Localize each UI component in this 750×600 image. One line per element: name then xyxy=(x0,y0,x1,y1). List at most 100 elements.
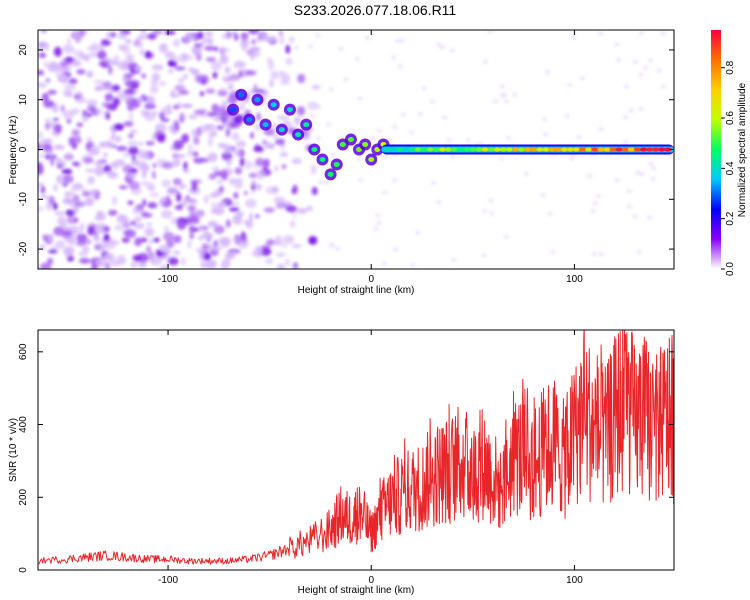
spectrogram-noise-cell xyxy=(187,55,194,60)
spectrogram-noise-cell xyxy=(317,180,323,185)
colorbar-label: Normalized spectral amplitude xyxy=(737,82,748,217)
spectrogram-noise-cell xyxy=(123,121,134,127)
spectrogram-noise-cell xyxy=(544,70,550,74)
spectrogram-noise-cell xyxy=(38,52,47,59)
spectrogram-noise-cell xyxy=(38,82,47,89)
spectrogram-noise-cell xyxy=(393,247,399,252)
spectrogram-noise-cell xyxy=(212,166,220,172)
spectrogram-carrier-cell xyxy=(609,147,617,152)
spectrogram-noise-cell xyxy=(137,252,149,263)
spectrogram-noise-cell xyxy=(53,46,63,57)
spectrogram-noise-cell xyxy=(74,201,86,208)
spectrogram-ytick-label: -10 xyxy=(18,192,29,207)
spectrogram-noise-cell xyxy=(182,199,187,207)
spectrogram-signal-core xyxy=(339,142,346,148)
spectrogram-noise-cell xyxy=(223,143,231,153)
spectrogram-noise-cell xyxy=(90,42,101,52)
spectrogram-noise-cell xyxy=(307,101,319,110)
spectrogram-noise-cell xyxy=(86,239,92,245)
spectrogram-noise-cell xyxy=(316,136,322,141)
spectrogram-noise-cell xyxy=(206,111,218,117)
spectrogram-noise-cell xyxy=(275,252,287,258)
spectrogram-noise-cell xyxy=(450,48,455,53)
spectrogram-noise-cell xyxy=(289,220,296,228)
spectrogram-carrier-cell xyxy=(420,147,428,152)
spectrogram-noise-cell xyxy=(265,239,276,246)
spectrogram-noise-cell xyxy=(140,211,149,218)
spectrogram-carrier-cell xyxy=(548,147,556,152)
spectrogram-carrier-cell xyxy=(383,147,391,152)
spectrogram-noise-cell xyxy=(38,206,45,211)
spectrogram-noise-cell xyxy=(181,103,193,108)
spectrogram-noise-cell xyxy=(161,196,167,202)
spectrogram-noise-cell xyxy=(149,192,160,198)
spectrogram-noise-cell xyxy=(181,257,186,267)
spectrogram-noise-blobs xyxy=(38,30,673,269)
spectrogram-noise-cell xyxy=(233,60,246,69)
spectrogram-noise-cell xyxy=(63,196,71,205)
spectrogram-noise-cell xyxy=(450,155,456,159)
snr-xtick-label: 0 xyxy=(368,575,374,586)
spectrogram-signal-core xyxy=(286,107,293,113)
spectrogram-noise-cell xyxy=(229,207,240,212)
spectrogram-noise-cell xyxy=(142,199,147,207)
spectrogram-noise-cell xyxy=(63,153,74,161)
spectrogram-noise-cell xyxy=(189,233,194,240)
spectrogram-signal-core xyxy=(327,171,334,177)
spectrogram-noise-cell xyxy=(161,179,171,188)
spectrogram-noise-cell xyxy=(128,146,139,156)
spectrogram-noise-cell xyxy=(81,109,88,114)
spectrogram-noise-cell xyxy=(63,174,74,184)
spectrogram-noise-cell xyxy=(84,157,94,164)
spectrogram-noise-cell xyxy=(107,59,120,66)
spectrogram-noise-cell xyxy=(251,179,257,188)
spectrogram-noise-cell xyxy=(263,158,270,168)
spectrogram-noise-cell xyxy=(53,183,58,192)
spectrogram-noise-cell xyxy=(153,237,160,243)
spectrogram-noise-cell xyxy=(228,178,236,185)
spectrogram-noise-cell xyxy=(376,220,382,225)
spectrogram-noise-cell xyxy=(95,108,102,116)
spectrogram-noise-cell xyxy=(207,220,218,228)
spectrogram-noise-cell xyxy=(273,196,286,204)
spectrogram-noise-cell xyxy=(144,103,157,110)
spectrogram-noise-cell xyxy=(395,39,400,43)
spectrogram-signal-core xyxy=(295,132,302,138)
spectrogram-noise-cell xyxy=(270,70,280,80)
colorbar-gradient xyxy=(711,30,721,269)
spectrogram-noise-cell xyxy=(408,130,414,135)
spectrogram-carrier-cell xyxy=(591,147,599,152)
spectrogram-ytick-label: 20 xyxy=(18,44,29,56)
spectrogram-noise-cell xyxy=(212,71,218,79)
spectrogram-noise-cell xyxy=(174,66,186,71)
spectrogram-noise-cell xyxy=(137,141,144,146)
spectrogram-noise-cell xyxy=(127,200,134,205)
spectrogram-noise-cell xyxy=(328,242,334,247)
spectrogram-noise-cell xyxy=(500,84,505,89)
spectrogram-noise-cell xyxy=(38,46,43,52)
spectrogram-xtick-label: 100 xyxy=(566,274,583,285)
spectrogram-noise-cell xyxy=(121,237,130,244)
spectrogram-noise-cell xyxy=(255,88,265,94)
spectrogram-noise-cell xyxy=(217,90,228,97)
spectrogram-carrier-cell xyxy=(585,147,593,152)
spectrogram-noise-cell xyxy=(161,161,174,169)
spectrogram-noise-cell xyxy=(249,212,254,222)
spectrogram-noise-cell xyxy=(38,69,45,76)
spectrogram-noise-cell xyxy=(140,30,147,34)
spectrogram-noise-cell xyxy=(43,100,55,108)
spectrogram-noise-cell xyxy=(185,195,190,200)
spectrogram-noise-cell xyxy=(71,161,80,167)
spectrogram-noise-cell xyxy=(137,261,148,268)
spectrogram-noise-cell xyxy=(111,84,121,92)
spectrogram-noise-cell xyxy=(201,79,206,85)
spectrogram-noise-cell xyxy=(69,225,79,234)
spectrogram-noise-cell xyxy=(365,35,371,40)
spectrogram-signal-core xyxy=(319,156,326,162)
spectrogram-noise-cell xyxy=(446,138,452,143)
spectrogram-noise-cell xyxy=(47,89,57,95)
spectrogram-carrier-cell xyxy=(640,147,648,152)
spectrogram-x-ticks: -100 0 100 xyxy=(158,30,583,285)
spectrogram-carrier-cell xyxy=(469,147,477,152)
spectrogram-noise-cell xyxy=(192,157,205,162)
